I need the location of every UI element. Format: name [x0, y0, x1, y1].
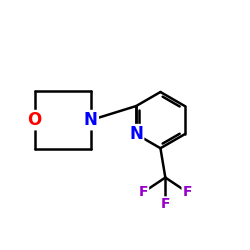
Text: F: F — [160, 198, 170, 211]
Text: O: O — [28, 111, 42, 129]
Text: N: N — [84, 111, 98, 129]
Text: N: N — [129, 125, 143, 143]
Text: F: F — [182, 185, 192, 199]
Text: F: F — [138, 185, 148, 199]
